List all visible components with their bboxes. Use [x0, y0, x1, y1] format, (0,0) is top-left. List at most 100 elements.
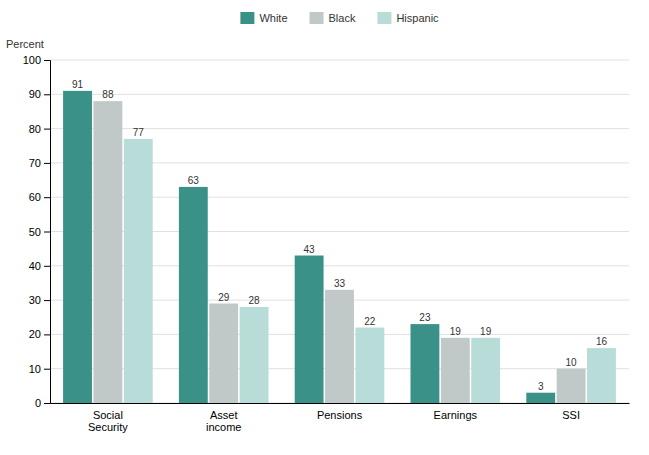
y-tick-mark [44, 403, 50, 404]
bar [325, 290, 354, 403]
bar [441, 338, 470, 403]
bar [410, 324, 439, 403]
x-tick: SocialSecurity [88, 409, 128, 434]
data-label: 10 [566, 357, 578, 368]
bar [209, 304, 238, 403]
data-label: 16 [596, 336, 608, 347]
plot-area: 0 10 20 30 40 50 60 70 80 90 100 SocialSecurity Asse… [23, 54, 630, 433]
y-tick: 20 [29, 328, 50, 340]
bar [526, 393, 555, 403]
data-label: 77 [133, 127, 145, 138]
y-tick-mark [44, 94, 50, 95]
x-tick: Pensions [317, 409, 363, 421]
chart-svg: 0 10 20 30 40 50 60 70 80 90 100 SocialSecurity Asse… [0, 0, 649, 455]
bar [557, 369, 586, 403]
data-label: 23 [419, 312, 431, 323]
bar [587, 348, 616, 403]
y-tick-mark [44, 300, 50, 301]
y-tick-mark [44, 197, 50, 198]
data-label: 33 [334, 278, 346, 289]
x-tick-label: Assetincome [206, 409, 241, 434]
y-tick: 10 [29, 363, 50, 375]
bar [295, 256, 324, 403]
x-tick-label: Pensions [317, 409, 363, 421]
y-tick-mark [44, 60, 50, 61]
data-labels: 91634323388293319107728221916 [72, 79, 608, 392]
y-tick: 0 [35, 397, 50, 409]
x-tick-label-line: income [206, 421, 241, 433]
bar [93, 101, 122, 403]
y-tick: 70 [29, 157, 50, 169]
data-label: 19 [480, 326, 492, 337]
y-tick-label: 80 [29, 123, 41, 135]
bar [355, 328, 384, 403]
legend-label: White [259, 12, 287, 24]
data-label: 91 [72, 79, 84, 90]
x-axis: SocialSecurity Assetincome Pensions Earning… [51, 404, 630, 434]
y-tick-label: 90 [29, 88, 41, 100]
y-tick: 60 [29, 191, 50, 203]
x-tick-label: Earnings [434, 409, 478, 421]
y-tick-label: 70 [29, 157, 41, 169]
y-tick-label: 20 [29, 328, 41, 340]
y-tick: 40 [29, 260, 50, 272]
legend-item: Hispanic [377, 12, 439, 24]
bar [471, 338, 500, 403]
x-tick-label: SocialSecurity [88, 409, 128, 434]
y-tick-mark [44, 232, 50, 233]
x-tick-label-line: Earnings [434, 409, 478, 421]
y-tick-label: 10 [29, 363, 41, 375]
bar [124, 139, 153, 403]
y-axis: 0 10 20 30 40 50 60 70 80 90 100 [23, 54, 51, 409]
y-tick-label: 0 [35, 397, 41, 409]
y-tick-label: 40 [29, 260, 41, 272]
x-tick: SSI [562, 409, 580, 421]
bar-series [93, 101, 585, 403]
y-tick-label: 50 [29, 226, 41, 238]
y-tick-mark [44, 129, 50, 130]
grid-line [50, 60, 629, 61]
legend-item: White [240, 12, 287, 24]
x-tick-label-line: Asset [210, 409, 238, 421]
legend-item: Black [310, 12, 356, 24]
legend-label: Hispanic [396, 12, 439, 24]
bar [63, 91, 92, 403]
x-tick-label: SSI [562, 409, 580, 421]
data-label: 28 [249, 295, 261, 306]
data-label: 43 [304, 244, 316, 255]
y-tick-mark [44, 163, 50, 164]
legend: White Black Hispanic [240, 12, 439, 24]
y-tick-label: 60 [29, 191, 41, 203]
y-tick-label: 100 [23, 54, 41, 66]
data-label: 63 [188, 175, 200, 186]
bar-series [124, 139, 616, 403]
bar [240, 307, 269, 403]
x-tick-label-line: SSI [562, 409, 580, 421]
data-label: 29 [218, 292, 230, 303]
y-tick: 30 [29, 294, 50, 306]
legend-label: Black [329, 12, 356, 24]
bars [63, 91, 616, 403]
y-axis-title: Percent [6, 38, 44, 50]
y-tick: 50 [29, 226, 50, 238]
x-tick-label-line: Security [88, 421, 128, 433]
x-tick: Earnings [434, 409, 478, 421]
data-label: 19 [450, 326, 462, 337]
bar-series [63, 91, 555, 403]
grid-line [50, 94, 629, 95]
legend-swatch [240, 12, 254, 24]
data-label: 22 [364, 316, 376, 327]
y-tick-mark [44, 334, 50, 335]
legend-swatch [377, 12, 391, 24]
legend-swatch [310, 12, 324, 24]
x-tick-label-line: Social [93, 409, 123, 421]
data-label: 3 [538, 381, 544, 392]
grid [50, 60, 629, 403]
y-tick-mark [44, 266, 50, 267]
y-tick-label: 30 [29, 294, 41, 306]
bar [179, 187, 208, 403]
y-axis-line [44, 61, 51, 404]
y-tick: 100 [23, 54, 50, 66]
x-tick-label-line: Pensions [317, 409, 363, 421]
x-tick: Assetincome [206, 409, 241, 434]
